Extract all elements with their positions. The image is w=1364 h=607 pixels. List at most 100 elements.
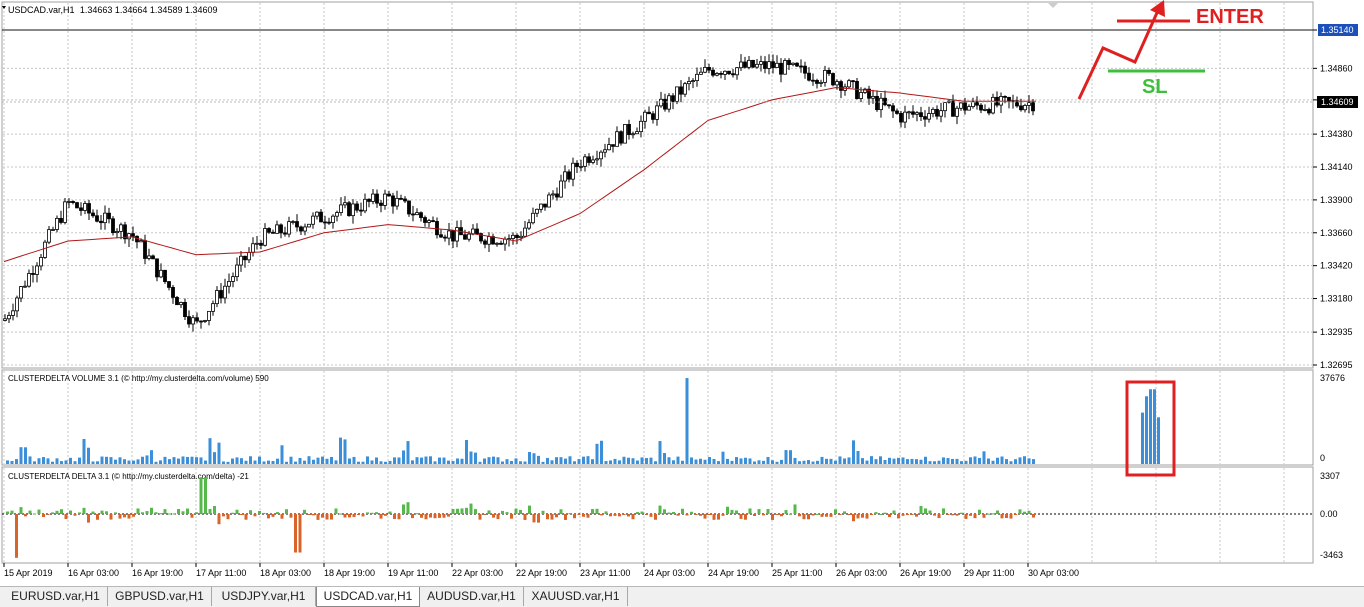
candle-body <box>111 218 115 234</box>
candle-body <box>331 215 335 223</box>
candle-body <box>903 111 907 123</box>
delta-bar <box>847 514 851 516</box>
delta-bar <box>559 509 563 514</box>
delta-bar <box>42 514 45 518</box>
candle-body <box>407 200 411 215</box>
delta-bar <box>964 514 968 519</box>
volume-bar <box>109 457 113 464</box>
delta-bar <box>919 505 923 514</box>
candle-body <box>251 243 255 253</box>
volume-highlight-box <box>1125 380 1176 477</box>
delta-bar <box>622 514 626 515</box>
delta-bar <box>843 511 846 514</box>
delta-bar <box>1027 510 1031 514</box>
delta-bar <box>753 514 756 517</box>
volume-bar <box>748 458 752 464</box>
chart-window[interactable]: USDCAD.var,H1 1.34663 1.34664 1.34589 1.3… <box>0 0 1364 586</box>
price-tick-label: 1.34380 <box>1320 129 1353 139</box>
volume-bar <box>28 456 32 464</box>
volume-bar <box>600 440 603 464</box>
candle-body <box>831 73 835 86</box>
candle-body <box>583 156 587 167</box>
symbol-tab-4[interactable]: AUDUSD.var,H1 <box>420 587 524 606</box>
candle-body <box>447 230 451 239</box>
volume-panel[interactable] <box>1 369 1314 466</box>
delta-bar <box>973 514 977 519</box>
main-chart-panel[interactable] <box>1 1 1314 369</box>
volume-bar <box>82 438 86 464</box>
volume-bar <box>190 456 194 464</box>
candle-body <box>355 203 359 211</box>
volume-bar <box>388 460 392 464</box>
delta-bar <box>852 514 855 522</box>
delta-bar <box>375 512 378 514</box>
delta-bar <box>298 514 302 553</box>
volume-bar <box>496 457 500 464</box>
volume-bar <box>87 447 90 464</box>
price-tick-label: 1.34860 <box>1320 63 1353 73</box>
volume-bar <box>901 457 905 464</box>
chart-grid <box>3 3 1312 562</box>
delta-bar <box>640 511 644 514</box>
chart-title: USDCAD.var,H1 1.34663 1.34664 1.34589 1.3… <box>8 5 218 15</box>
candle-body <box>403 198 407 202</box>
candle-body <box>727 70 731 75</box>
delta-bar <box>762 514 765 516</box>
candle-body <box>383 193 387 206</box>
volume-bar <box>465 439 468 464</box>
candle-body <box>735 67 739 76</box>
volume-bar <box>487 457 491 464</box>
candle-body <box>51 229 55 231</box>
volume-bar <box>334 460 338 464</box>
candle-body <box>683 83 687 95</box>
scroll-marker-icon[interactable] <box>1048 3 1058 8</box>
volume-bar <box>145 455 149 464</box>
delta-bar <box>681 508 684 514</box>
delta-bar <box>766 509 770 514</box>
delta-bar <box>942 508 945 514</box>
candle-body <box>531 212 535 224</box>
symbol-tab-2[interactable]: USDJPY.var,H1 <box>212 587 316 606</box>
chart-menu-icon[interactable] <box>2 6 6 9</box>
volume-bar <box>195 457 198 464</box>
candle-body <box>755 63 759 68</box>
marker-price-badge <box>1318 24 1358 36</box>
candle-body <box>699 71 703 75</box>
delta-panel[interactable] <box>1 466 1314 564</box>
volume-bar <box>667 457 671 464</box>
symbol-tab-0[interactable]: EURUSD.var,H1 <box>4 587 108 606</box>
candle-body <box>671 95 675 102</box>
candle-body <box>871 95 875 99</box>
candle-body <box>211 303 215 312</box>
delta-bar <box>19 507 23 514</box>
candle-body <box>807 72 811 81</box>
volume-bar <box>451 461 455 464</box>
delta-bar <box>240 514 243 515</box>
symbol-tab-3[interactable]: USDCAD.var,H1 <box>316 587 420 607</box>
candle-body <box>931 108 935 114</box>
delta-bar <box>748 508 752 514</box>
delta-bar <box>69 510 72 514</box>
volume-bar <box>231 458 234 464</box>
volume-bar <box>519 461 522 464</box>
delta-bar <box>550 514 554 520</box>
volume-bar <box>991 460 995 464</box>
volume-bar <box>937 460 941 464</box>
candle-body <box>295 221 299 228</box>
volume-bar <box>928 461 932 464</box>
volume-bar <box>960 461 963 464</box>
volume-bar <box>802 460 806 464</box>
candle-body <box>603 149 607 153</box>
volume-bar <box>51 461 54 464</box>
delta-bar <box>478 514 482 520</box>
candle-body <box>535 208 539 214</box>
delta-bar <box>627 514 630 517</box>
symbol-tab-5[interactable]: XAUUSD.var,H1 <box>524 587 628 606</box>
symbol-tab-1[interactable]: GBPUSD.var,H1 <box>108 587 212 606</box>
price-tick-label: 1.32935 <box>1320 327 1353 337</box>
volume-bar <box>681 460 684 464</box>
delta-bar <box>456 508 459 514</box>
volume-bar <box>996 457 999 464</box>
enter-label: ENTER <box>1196 6 1264 28</box>
candle-body <box>511 234 515 240</box>
